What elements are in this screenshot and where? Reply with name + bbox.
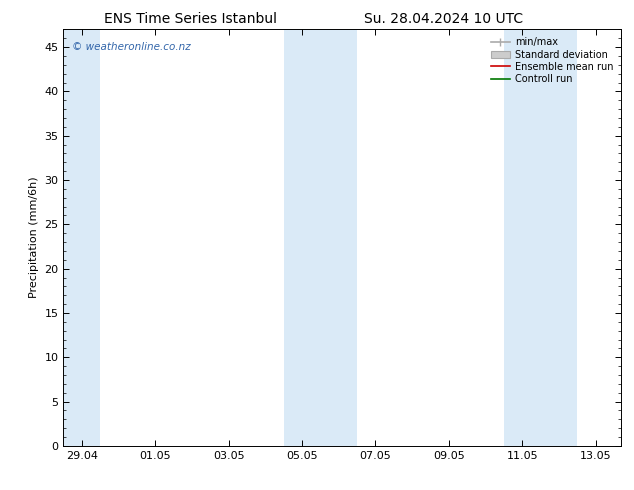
Y-axis label: Precipitation (mm/6h): Precipitation (mm/6h): [29, 177, 39, 298]
Text: ENS Time Series Istanbul: ENS Time Series Istanbul: [104, 12, 276, 26]
Bar: [63, 29, 100, 446]
Bar: [504, 29, 578, 446]
Legend: min/max, Standard deviation, Ensemble mean run, Controll run: min/max, Standard deviation, Ensemble me…: [488, 34, 616, 87]
Text: Su. 28.04.2024 10 UTC: Su. 28.04.2024 10 UTC: [365, 12, 523, 26]
Bar: [283, 29, 357, 446]
Text: © weatheronline.co.nz: © weatheronline.co.nz: [72, 42, 191, 52]
